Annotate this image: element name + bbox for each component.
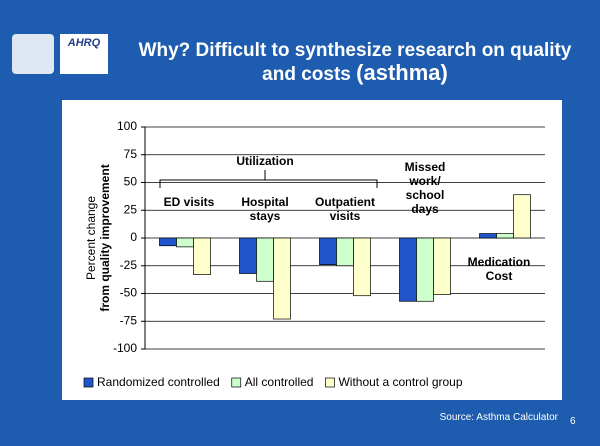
source: Source: Asthma Calculator	[439, 412, 558, 423]
y-label: from quality improvement	[98, 164, 112, 311]
bar	[336, 237, 354, 267]
bar	[496, 233, 514, 239]
chart: -100 -75 -50 -25 0 25 50 75 100 Percent change fro…	[83, 119, 545, 389]
legend-swatch	[325, 377, 335, 388]
bar	[513, 194, 531, 239]
hhs-logo	[12, 34, 54, 74]
legend-swatch	[83, 377, 94, 388]
ahrq-logo: AHRQ	[60, 34, 108, 74]
bar	[273, 237, 291, 320]
legend-label: All controlled	[245, 375, 314, 389]
title-text: Why? Difficult to synthesize research on…	[138, 40, 572, 85]
y-tick-label: -100	[113, 341, 137, 355]
y-label: Percent change	[84, 196, 98, 280]
bar	[353, 237, 371, 297]
slide-title: Why? Difficult to synthesize research on…	[120, 40, 590, 86]
bar	[416, 237, 434, 302]
bar	[159, 237, 177, 247]
bar	[239, 237, 257, 274]
y-tick-label: -50	[120, 286, 138, 300]
category-label: Outpatient visits	[315, 195, 375, 223]
bar	[399, 237, 417, 302]
legend-swatch	[231, 377, 242, 388]
y-tick-label: -75	[120, 313, 138, 327]
chart-panel: -100 -75 -50 -25 0 25 50 75 100 Percent change fro…	[62, 100, 562, 400]
bar	[176, 237, 194, 248]
y-tick-label: 50	[124, 175, 138, 189]
slide-number: 6	[570, 416, 576, 427]
bar	[319, 237, 337, 265]
bar	[479, 233, 497, 239]
y-tick-label: 100	[117, 119, 137, 133]
title-suffix: (asthma)	[356, 60, 448, 85]
legend-label: Randomized controlled	[97, 375, 220, 389]
y-tick-label: 25	[124, 202, 138, 216]
category-label: Missed work/ school days	[404, 160, 446, 216]
category-label: Hospital stays	[241, 195, 289, 223]
y-tick-label: 75	[124, 147, 138, 161]
category-label: Medication Cost	[467, 255, 531, 283]
y-tick-label: 0	[130, 230, 137, 244]
category-label: ED visits	[163, 195, 215, 209]
bar	[433, 237, 451, 295]
bracket	[159, 170, 378, 188]
legend-label: Without a control group	[338, 375, 462, 389]
y-tick-label: -25	[120, 258, 138, 272]
bar	[256, 237, 274, 282]
annotation: Utilization	[236, 154, 293, 168]
bar	[193, 237, 211, 275]
